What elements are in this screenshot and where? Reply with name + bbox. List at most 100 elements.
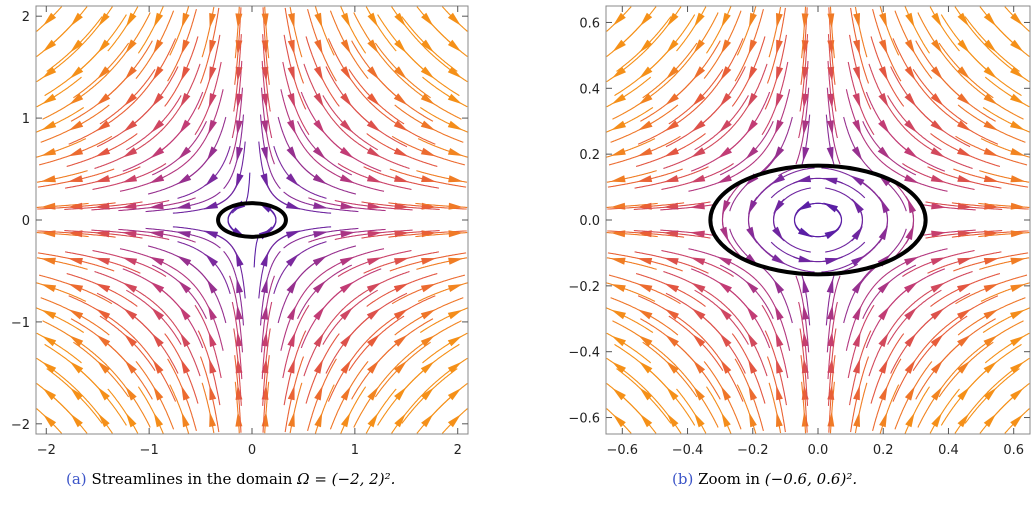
arrowhead bbox=[775, 331, 784, 347]
arrowhead bbox=[313, 92, 324, 108]
arrowhead bbox=[235, 120, 243, 136]
arrowhead bbox=[826, 278, 834, 294]
arrowhead bbox=[611, 309, 626, 320]
streamline bbox=[77, 390, 113, 434]
arrowhead bbox=[312, 173, 328, 185]
arrowhead bbox=[208, 331, 217, 347]
streamline bbox=[618, 392, 657, 434]
arrowhead bbox=[43, 12, 57, 26]
streamline bbox=[189, 89, 224, 160]
arrowhead bbox=[206, 146, 218, 161]
x-tick-label: 0.2 bbox=[873, 443, 894, 458]
arrowhead bbox=[122, 257, 138, 266]
arrowhead bbox=[693, 66, 706, 80]
arrowhead bbox=[448, 257, 464, 265]
arrowhead bbox=[366, 334, 380, 347]
streamline bbox=[618, 6, 657, 48]
x-tick-label: 0 bbox=[248, 443, 256, 458]
caption-b-math: (−0.6, 0.6)². bbox=[764, 470, 858, 488]
arrowhead bbox=[393, 360, 407, 374]
panel-a: −2 −1 0 1 2 −2 −1 0 1 2 (a) Streamlines in the do… bbox=[0, 0, 490, 506]
arrowhead bbox=[666, 12, 679, 27]
arrowhead bbox=[366, 282, 382, 293]
arrowhead bbox=[339, 119, 353, 133]
arrowhead bbox=[235, 304, 243, 320]
arrowhead bbox=[852, 66, 861, 82]
arrowhead bbox=[983, 361, 998, 374]
arrowhead bbox=[904, 174, 919, 184]
arrowhead bbox=[366, 174, 382, 183]
arrowhead bbox=[827, 40, 835, 56]
arrowhead bbox=[983, 309, 999, 320]
arrowhead bbox=[448, 202, 464, 210]
arrowhead bbox=[235, 173, 244, 189]
arrowhead bbox=[904, 66, 916, 81]
arrowhead bbox=[68, 283, 84, 293]
arrowhead bbox=[637, 309, 653, 320]
arrowhead bbox=[285, 253, 299, 267]
arrowhead bbox=[983, 175, 999, 182]
arrowhead bbox=[95, 308, 111, 320]
y-tick-label: −2 bbox=[11, 418, 30, 433]
y-tick-label: −0.6 bbox=[568, 412, 600, 427]
arrowhead bbox=[853, 39, 860, 55]
streamline bbox=[36, 106, 85, 133]
arrowhead bbox=[67, 202, 83, 210]
arrowhead bbox=[664, 308, 679, 320]
arrowhead bbox=[957, 12, 970, 27]
streamline bbox=[391, 390, 427, 434]
arrowhead bbox=[878, 92, 889, 108]
streamline bbox=[48, 6, 88, 48]
arrowhead bbox=[689, 202, 705, 210]
arrowhead bbox=[124, 334, 138, 347]
streamline bbox=[902, 249, 975, 277]
arrowhead bbox=[153, 386, 164, 401]
arrowhead bbox=[904, 39, 915, 54]
arrowhead bbox=[367, 12, 379, 28]
arrowhead bbox=[665, 66, 679, 80]
arrowhead bbox=[148, 202, 164, 210]
arrowhead bbox=[931, 230, 947, 238]
arrowhead bbox=[180, 92, 191, 108]
streamline bbox=[883, 125, 946, 172]
x-tick-label: 0.6 bbox=[1003, 443, 1024, 458]
arrowhead bbox=[824, 257, 841, 265]
arrowhead bbox=[208, 119, 217, 135]
arrowhead bbox=[930, 308, 945, 320]
arrowhead bbox=[878, 66, 888, 82]
arrowhead bbox=[877, 146, 891, 160]
arrowhead bbox=[366, 93, 380, 106]
arrowhead bbox=[801, 13, 809, 29]
arrowhead bbox=[720, 66, 732, 81]
y-tick-label: 2 bbox=[22, 10, 30, 25]
arrowhead bbox=[175, 231, 191, 238]
streamline bbox=[761, 304, 789, 379]
arrowhead bbox=[393, 308, 409, 320]
arrowhead bbox=[447, 284, 463, 292]
arrowhead bbox=[957, 308, 972, 320]
streamline bbox=[724, 91, 771, 155]
streamline bbox=[303, 308, 344, 377]
arrowhead bbox=[180, 332, 191, 348]
ellipse-boundary-a bbox=[216, 201, 288, 239]
streamline bbox=[283, 34, 307, 110]
streamline bbox=[313, 248, 385, 282]
streamline bbox=[757, 280, 791, 351]
streamline bbox=[36, 307, 85, 334]
arrowhead bbox=[801, 66, 809, 82]
arrowhead bbox=[746, 306, 758, 321]
arrowhead bbox=[663, 257, 679, 265]
streamline bbox=[337, 163, 412, 191]
arrowhead bbox=[176, 173, 192, 185]
arrowhead bbox=[1010, 202, 1026, 210]
arrowhead bbox=[180, 358, 191, 374]
arrowhead bbox=[664, 147, 679, 157]
y-tick-label: 1 bbox=[22, 112, 30, 127]
arrowhead bbox=[125, 39, 137, 54]
streamline bbox=[282, 61, 310, 136]
arrowhead bbox=[612, 414, 626, 428]
arrowhead bbox=[314, 412, 323, 428]
arrowhead bbox=[70, 387, 84, 401]
arrowhead bbox=[124, 360, 137, 374]
y-tick-label: 0.6 bbox=[579, 16, 600, 31]
